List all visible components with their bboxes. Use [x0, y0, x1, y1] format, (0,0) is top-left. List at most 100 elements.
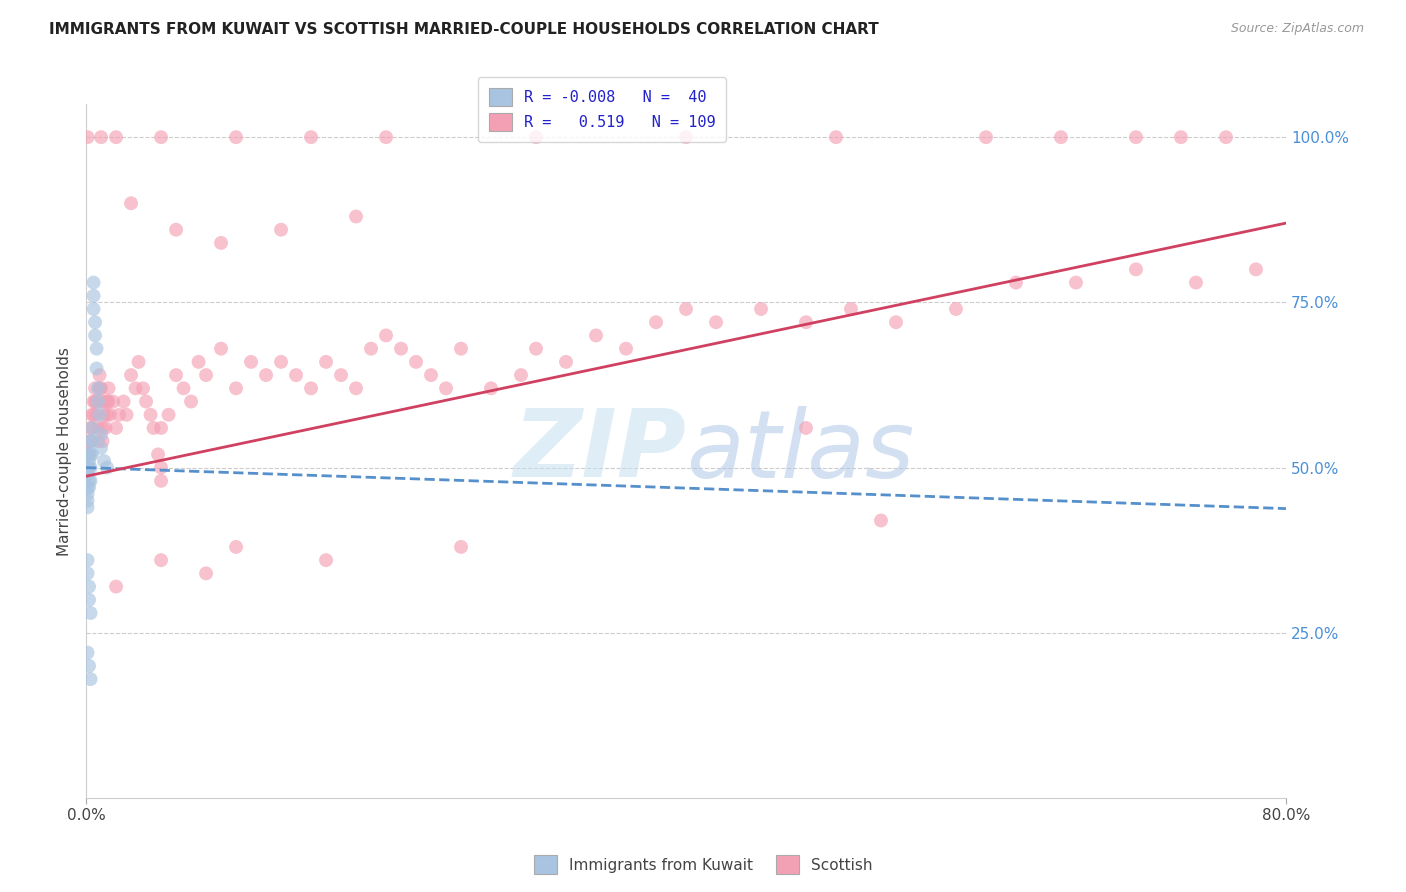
- Point: [344, 381, 367, 395]
- Point: [76, 500, 98, 515]
- Point: [80, 447, 103, 461]
- Point: [555, 355, 578, 369]
- Point: [96, 408, 118, 422]
- Point: [86, 361, 108, 376]
- Point: [285, 368, 308, 383]
- Point: [96, 394, 118, 409]
- Point: [389, 342, 412, 356]
- Point: [884, 315, 907, 329]
- Point: [524, 342, 547, 356]
- Point: [79, 672, 101, 686]
- Point: [270, 223, 292, 237]
- Text: atlas: atlas: [686, 406, 914, 497]
- Point: [80, 421, 103, 435]
- Point: [120, 196, 142, 211]
- Point: [77, 447, 100, 461]
- Point: [77, 592, 100, 607]
- Point: [270, 355, 292, 369]
- Point: [128, 355, 150, 369]
- Point: [299, 381, 322, 395]
- Point: [76, 130, 98, 145]
- Point: [77, 434, 100, 449]
- Point: [112, 394, 135, 409]
- Point: [375, 130, 398, 145]
- Point: [101, 394, 124, 409]
- Point: [80, 421, 103, 435]
- Point: [84, 381, 107, 395]
- Point: [375, 328, 398, 343]
- Point: [675, 130, 697, 145]
- Point: [434, 381, 457, 395]
- Point: [79, 474, 101, 488]
- Point: [187, 355, 209, 369]
- Point: [165, 223, 187, 237]
- Point: [84, 315, 107, 329]
- Point: [76, 553, 98, 567]
- Point: [225, 540, 247, 554]
- Point: [79, 460, 101, 475]
- Point: [79, 434, 101, 449]
- Point: [1050, 130, 1073, 145]
- Point: [86, 394, 108, 409]
- Point: [79, 606, 101, 620]
- Point: [90, 130, 112, 145]
- Point: [945, 301, 967, 316]
- Point: [77, 454, 100, 468]
- Point: [86, 342, 108, 356]
- Point: [157, 408, 180, 422]
- Point: [1244, 262, 1267, 277]
- Point: [76, 493, 98, 508]
- Point: [1125, 130, 1147, 145]
- Point: [76, 447, 98, 461]
- Point: [825, 130, 848, 145]
- Point: [165, 368, 187, 383]
- Point: [84, 394, 107, 409]
- Point: [79, 434, 101, 449]
- Text: IMMIGRANTS FROM KUWAIT VS SCOTTISH MARRIED-COUPLE HOUSEHOLDS CORRELATION CHART: IMMIGRANTS FROM KUWAIT VS SCOTTISH MARRI…: [49, 22, 879, 37]
- Point: [90, 394, 112, 409]
- Legend: Immigrants from Kuwait, Scottish: Immigrants from Kuwait, Scottish: [527, 849, 879, 880]
- Point: [93, 408, 115, 422]
- Point: [87, 421, 110, 435]
- Point: [84, 328, 107, 343]
- Point: [195, 368, 218, 383]
- Point: [794, 315, 817, 329]
- Point: [405, 355, 427, 369]
- Point: [89, 368, 111, 383]
- Point: [120, 368, 142, 383]
- Point: [77, 447, 100, 461]
- Point: [76, 467, 98, 482]
- Point: [93, 394, 115, 409]
- Text: ZIP: ZIP: [513, 405, 686, 497]
- Point: [195, 566, 218, 581]
- Point: [524, 130, 547, 145]
- Point: [150, 553, 173, 567]
- Point: [83, 289, 105, 303]
- Point: [132, 381, 155, 395]
- Point: [209, 342, 232, 356]
- Point: [76, 460, 98, 475]
- Point: [90, 441, 112, 455]
- Point: [150, 474, 173, 488]
- Point: [76, 566, 98, 581]
- Point: [87, 394, 110, 409]
- Point: [315, 553, 337, 567]
- Point: [330, 368, 353, 383]
- Point: [83, 394, 105, 409]
- Point: [209, 235, 232, 250]
- Point: [704, 315, 727, 329]
- Point: [77, 580, 100, 594]
- Point: [83, 276, 105, 290]
- Point: [1170, 130, 1192, 145]
- Point: [1185, 276, 1208, 290]
- Point: [299, 130, 322, 145]
- Point: [675, 301, 697, 316]
- Point: [150, 460, 173, 475]
- Point: [105, 421, 128, 435]
- Point: [1064, 276, 1087, 290]
- Point: [150, 421, 173, 435]
- Point: [870, 514, 893, 528]
- Point: [839, 301, 862, 316]
- Point: [146, 447, 169, 461]
- Point: [94, 421, 117, 435]
